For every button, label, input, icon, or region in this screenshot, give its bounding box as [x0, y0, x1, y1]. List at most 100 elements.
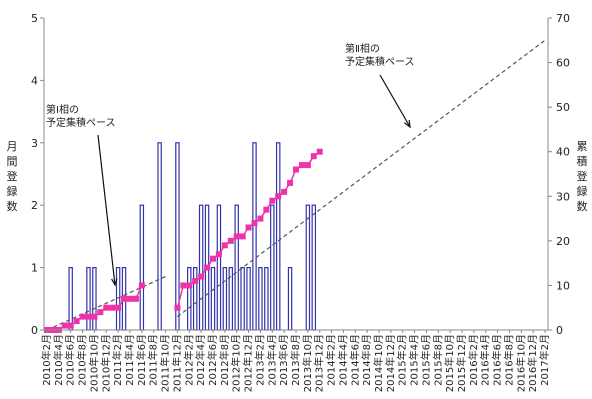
x-tick-label: 2015年12月	[455, 334, 468, 392]
x-tick-label: 2012年6月	[206, 334, 219, 386]
x-tick-label: 2014年12月	[384, 334, 397, 392]
cumulative-point	[239, 233, 246, 240]
monthly-bar	[139, 204, 145, 331]
left-tick-label: 2	[31, 199, 38, 212]
x-tick-label: 2016年4月	[479, 334, 492, 386]
x-tick-label: 2012年4月	[194, 334, 207, 386]
monthly-bar	[115, 267, 121, 331]
x-tick-label: 2015年2月	[396, 334, 409, 386]
x-tick-label: 2011年4月	[123, 334, 136, 386]
left-tick-label: 1	[31, 262, 38, 275]
monthly-bar	[240, 267, 245, 331]
x-tick-label: 2014年10月	[372, 334, 385, 392]
phase2-annotation: 第Ⅱ相の予定集積ペース	[345, 42, 415, 68]
cumulative-point	[233, 233, 240, 240]
cumulative-point	[73, 318, 80, 325]
monthly-bar	[157, 142, 162, 331]
cumulative-point	[209, 255, 216, 262]
x-tick-label: 2011年6月	[135, 334, 148, 386]
x-tick-label: 2012年12月	[242, 334, 255, 392]
cumulative-point	[215, 251, 222, 258]
monthly-bar	[264, 267, 269, 331]
cumulative-point	[287, 179, 294, 186]
cumulative-point	[293, 166, 299, 173]
cumulative-point	[198, 273, 205, 280]
right-tick-label: 0	[556, 324, 563, 337]
x-tick-label: 2015年4月	[408, 334, 421, 386]
cumulative-point	[257, 215, 264, 222]
monthly-bars	[68, 142, 317, 331]
right-tick-label: 50	[556, 101, 570, 114]
right-tick-label: 10	[556, 279, 570, 292]
x-tick-label: 2013年10月	[301, 334, 314, 392]
monthly-bar	[86, 267, 91, 331]
pace-lines	[46, 39, 546, 331]
phase1-annotation-arrow	[97, 134, 116, 286]
right-tick-label: 70	[556, 12, 570, 25]
cumulative-point	[304, 162, 311, 169]
cumulative-point	[275, 193, 282, 200]
cumulative-point	[115, 304, 122, 311]
x-tick-label: 2011年2月	[111, 334, 124, 386]
x-tick-label: 2016年12月	[526, 334, 539, 392]
left-tick-label: 4	[31, 74, 38, 87]
cumulative-point	[79, 313, 86, 320]
x-tick-label: 2013年2月	[253, 334, 266, 386]
phase1-annotation-arrowhead	[111, 278, 118, 287]
annotations: 第Ⅰ相の予定集積ペース 第Ⅱ相の予定集積ペース	[46, 42, 415, 287]
right-axis-title: 累積登録数	[577, 140, 588, 213]
x-tick-label: 2013年8月	[289, 334, 302, 386]
left-tick-label: 3	[31, 137, 38, 150]
x-tick-label: 2010年6月	[64, 334, 77, 386]
axis-titles: 月間登録数 累積登録数	[7, 140, 588, 213]
x-tick-label: 2015年8月	[431, 334, 444, 386]
left-tick-label: 5	[31, 12, 38, 25]
cumulative-point	[245, 224, 252, 231]
monthly-bar	[198, 204, 204, 331]
monthly-bar	[311, 204, 317, 331]
x-tick-label: 2017年2月	[538, 334, 551, 386]
right-tick-label: 40	[556, 146, 570, 159]
monthly-bar	[92, 267, 97, 331]
cumulative-point	[269, 197, 276, 204]
phase1-annotation: 第Ⅰ相の予定集積ペース	[46, 103, 116, 129]
right-tick-label: 30	[556, 190, 570, 203]
cumulative-point	[97, 309, 104, 316]
cumulative-point	[251, 220, 258, 227]
cumulative-point	[121, 295, 128, 302]
x-tick-label: 2011年12月	[170, 334, 183, 392]
cumulative-point	[174, 304, 181, 311]
cumulative-point	[61, 322, 68, 329]
x-tick-label: 2013年12月	[313, 334, 326, 392]
cumulative-point	[221, 242, 228, 249]
monthly-bar	[305, 204, 311, 331]
x-tick-label: 2014年4月	[336, 334, 349, 386]
x-tick-label: 2012年2月	[182, 334, 195, 386]
monthly-bar	[246, 267, 251, 331]
cumulative-point	[316, 148, 323, 155]
x-tick-label: 2014年2月	[325, 334, 338, 386]
x-tick-label: 2013年6月	[277, 334, 290, 386]
cumulative-point	[281, 188, 288, 195]
phase2-annotation-arrow	[379, 74, 411, 128]
monthly-bar	[258, 267, 263, 331]
cumulative-point	[138, 282, 145, 289]
cumulative-point	[85, 313, 92, 320]
x-tick-label: 2012年8月	[218, 334, 231, 386]
right-axis-ticks: 0 10 20 30 40 50 60 70	[548, 12, 570, 337]
left-tick-label: 0	[31, 324, 38, 337]
cumulative-point	[91, 313, 98, 320]
cumulative-point	[227, 237, 234, 244]
x-tick-label: 2015年6月	[419, 334, 432, 386]
cumulative-point	[310, 153, 317, 160]
x-tick-label: 2016年8月	[502, 334, 515, 386]
cumulative-point	[186, 282, 193, 289]
cumulative-point	[109, 304, 116, 311]
cumulative-point	[298, 162, 305, 169]
monthly-bar	[216, 204, 222, 331]
cumulative-point	[263, 206, 270, 213]
phase2-annotation-arrowhead	[404, 119, 411, 129]
left-axis-ticks: 0 1 2 3 4 5	[31, 12, 44, 337]
x-tick-label: 2013年4月	[265, 334, 278, 386]
